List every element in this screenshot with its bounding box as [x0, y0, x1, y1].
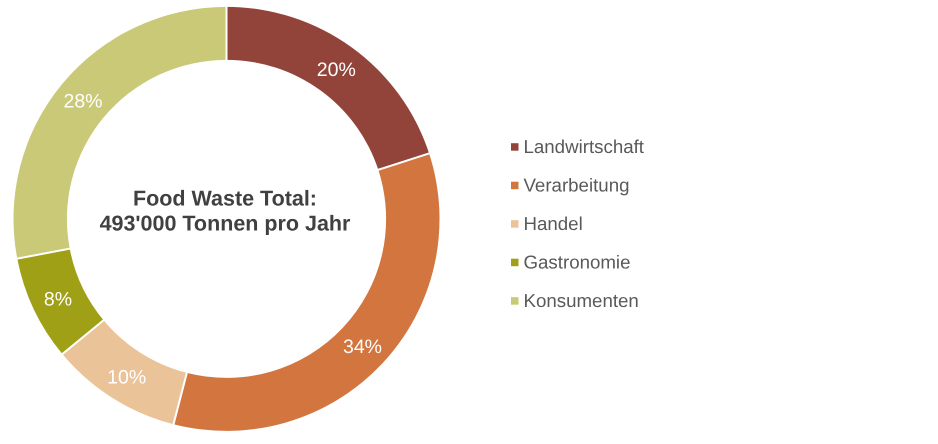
svg-text:Verarbeitung: Verarbeitung [524, 174, 630, 195]
svg-text:28%: 28% [63, 91, 102, 113]
svg-text:Konsumenten: Konsumenten [524, 290, 639, 311]
svg-text:Landwirtschaft: Landwirtschaft [524, 136, 645, 157]
svg-text:493'000 Tonnen pro Jahr: 493'000 Tonnen pro Jahr [100, 212, 351, 236]
svg-text:20%: 20% [317, 59, 356, 81]
svg-text:Gastronomie: Gastronomie [524, 251, 631, 272]
svg-text:8%: 8% [44, 289, 72, 311]
svg-text:Food Waste Total:: Food Waste Total: [133, 187, 317, 211]
svg-text:Handel: Handel [524, 213, 583, 234]
svg-text:34%: 34% [343, 336, 382, 358]
svg-text:10%: 10% [107, 366, 146, 388]
